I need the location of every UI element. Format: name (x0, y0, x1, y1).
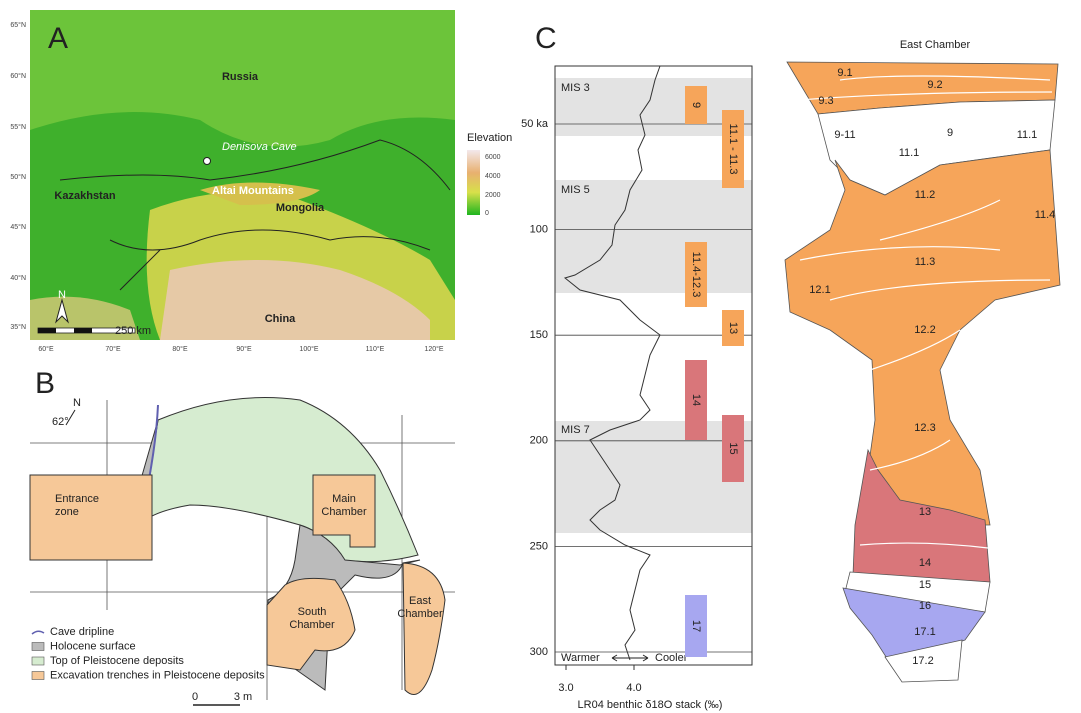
warmer: Warmer (561, 652, 600, 664)
legend-label: Top of Pleistocene deposits (50, 655, 184, 667)
north: N (73, 397, 81, 409)
layer-label: 9.2 (927, 79, 942, 91)
y-tick-label: 250 (530, 540, 548, 552)
layer-label: 11.1 - 11.3 (727, 124, 739, 175)
layer-label: 11.1 (899, 147, 920, 159)
arrow (612, 655, 648, 661)
lat-label: 35°N (10, 323, 26, 331)
country: Mongolia (276, 202, 325, 214)
map (30, 10, 480, 340)
lat-label: 40°N (10, 274, 26, 282)
layer-label: 15 (727, 442, 739, 454)
legend-tick: 4000 (485, 173, 501, 180)
legend-tick: 0 (485, 210, 489, 217)
layer-label: 13 (727, 322, 739, 334)
legend-title: Elevation (467, 132, 512, 144)
layer-label: 15 (919, 579, 931, 591)
north: N (58, 289, 66, 301)
layer-label: 13 (919, 506, 931, 518)
lat-label: 65°N (10, 21, 26, 29)
layer-label: 17.1 (914, 626, 935, 638)
layer-label: 9-11 (834, 129, 855, 141)
scale-label: 250 km (115, 325, 151, 337)
x-axis-label: LR04 benthic δ18O stack (‰) (578, 699, 723, 711)
legend-swatch (32, 657, 44, 665)
panel-letter: A (48, 22, 68, 55)
layer-label: 11.3 (915, 256, 936, 268)
lon-label: 110°E (366, 345, 385, 353)
legend-label: Holocene surface (50, 640, 136, 652)
lon-label: 100°E (299, 345, 318, 353)
panel-letter: C (535, 22, 557, 55)
layer-label: 14 (919, 557, 931, 569)
mountains-label: Altai Mountains (212, 185, 294, 197)
layer-label: 11.2 (915, 189, 936, 201)
layer-label: 9 (947, 127, 953, 139)
x-tick-label: 4.0 (626, 682, 641, 694)
lon-label: 80°E (172, 345, 188, 353)
lat-label: 60°N (10, 72, 26, 80)
legend-swatch (32, 672, 44, 680)
lon-label: 120°E (424, 345, 443, 353)
legend-swatch (32, 643, 44, 651)
cooler: Cooler (655, 652, 688, 664)
layer-label: 16 (919, 600, 931, 612)
y-tick-label: 300 (530, 646, 548, 658)
layer-label: 9.3 (818, 95, 833, 107)
site-label: Denisova Cave (222, 141, 297, 153)
lat-label: 45°N (10, 223, 26, 231)
y-tick-label: 150 (530, 329, 548, 341)
legend-tick: 6000 (485, 154, 501, 161)
figure: A Russia Kazakhstan Mongolia China Denis… (0, 0, 1081, 713)
x-tick-label: 3.0 (558, 682, 573, 694)
y-tick-label: 50 ka (521, 118, 549, 130)
country: China (265, 313, 296, 325)
panel-letter: B (35, 367, 55, 400)
lon-label: 70°E (105, 345, 121, 353)
lon-label: 90°E (236, 345, 252, 353)
layer-label: 9.1 (837, 67, 852, 79)
angle: 62° (52, 416, 69, 428)
layer-label: 17.2 (912, 655, 933, 667)
mis-label: MIS 5 (561, 184, 590, 196)
mis-label: MIS 3 (561, 82, 590, 94)
legend-tick: 2000 (485, 192, 501, 199)
y-tick-label: 200 (530, 435, 548, 447)
legend-label: Cave dripline (50, 626, 114, 638)
lon-label: 60°E (38, 345, 54, 353)
layer-label: 11.4 (1035, 209, 1056, 221)
legend-swatch (32, 631, 44, 634)
scale-label: 0 (192, 691, 198, 703)
panel-title: East Chamber (900, 39, 971, 51)
layer-label: 17 (690, 620, 702, 632)
lat-label: 50°N (10, 173, 26, 181)
layer-label: 11.1 (1017, 129, 1038, 141)
lat-label: 55°N (10, 123, 26, 131)
layer-label: 12.2 (914, 324, 935, 336)
scale-label: 3 m (234, 691, 252, 703)
country: Russia (222, 71, 259, 83)
y-tick-label: 100 (530, 224, 548, 236)
legend-label: Excavation trenches in Pleistocene depos… (50, 669, 265, 681)
country: Kazakhstan (54, 190, 115, 202)
layer-label: 11.4-12.3 (690, 252, 702, 298)
layer-label: 14 (690, 394, 702, 406)
layer-label: 12.3 (914, 422, 935, 434)
mis-label: MIS 7 (561, 424, 590, 436)
layer-label: 9 (690, 102, 702, 108)
layer-label: 12.1 (809, 284, 830, 296)
